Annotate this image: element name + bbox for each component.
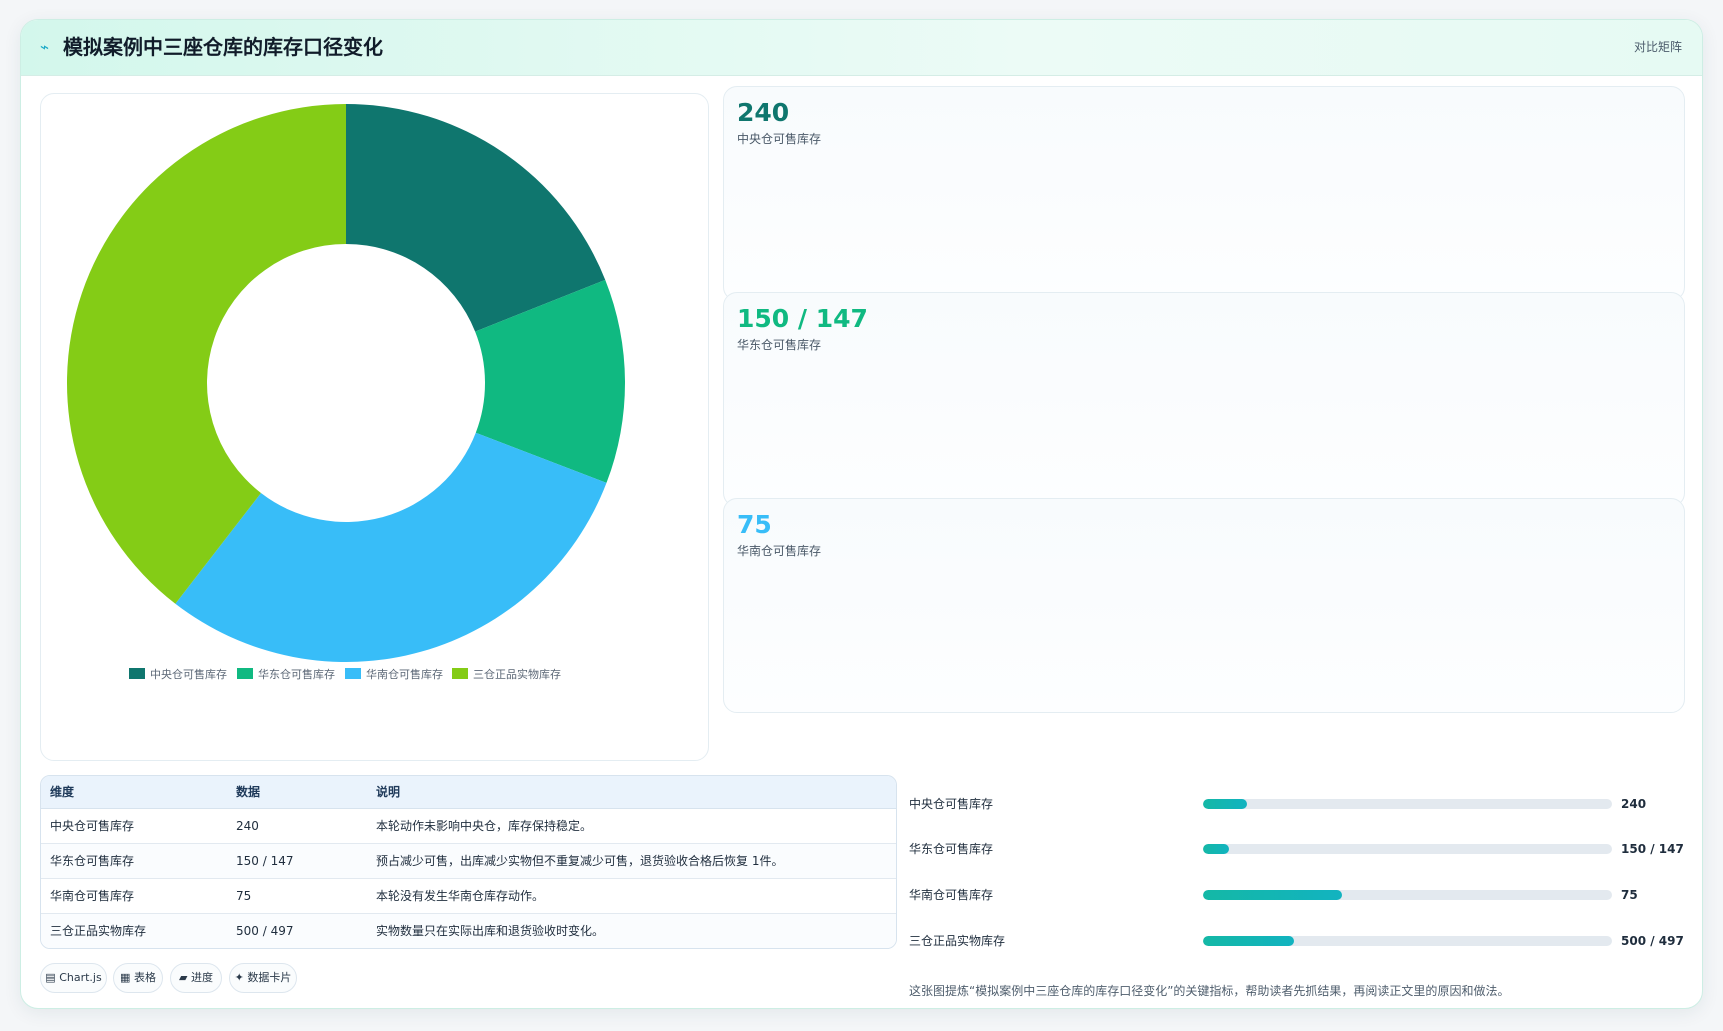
progress-track: [1203, 936, 1612, 946]
doughnut-slice[interactable]: [475, 279, 625, 483]
doughnut-slice[interactable]: [66, 104, 346, 604]
table-cell: 75: [227, 878, 367, 914]
progress-row: 华东仓可售库存 150 / 147: [909, 839, 1699, 859]
kpi-card-central: 240 中央仓可售库存: [723, 86, 1685, 301]
progress-row: 中央仓可售库存 240: [909, 794, 1699, 814]
table-row: 华南仓可售库存 75 本轮没有发生华南仓库存动作。: [41, 878, 896, 914]
legend-swatch: [345, 668, 361, 679]
view-mode-badge: 对比矩阵: [1633, 40, 1682, 54]
data-table: 维度 数据 说明 中央仓可售库存 240 本轮动作未影响中央仓，库存保持稳定。 …: [40, 775, 897, 949]
legend-item[interactable]: 中央仓可售库存: [129, 667, 227, 681]
tag-label: 表格: [133, 971, 156, 984]
progress-fill: [1203, 844, 1229, 854]
progress-fill: [1203, 890, 1343, 900]
table-icon: ▦: [120, 971, 131, 984]
legend-item[interactable]: 三仓正品实物库存: [452, 667, 561, 681]
legend-label: 华南仓可售库存: [366, 667, 443, 681]
legend-swatch: [129, 668, 145, 679]
legend-item[interactable]: 华南仓可售库存: [345, 667, 443, 681]
tag-label: 数据卡片: [247, 971, 292, 984]
tag-label: Chart.js: [59, 971, 102, 984]
table-header-row: 维度 数据 说明: [41, 776, 896, 809]
tag-progress[interactable]: ▰ 进度: [170, 963, 222, 993]
progress-fill: [1203, 936, 1294, 946]
column-header: 说明: [367, 776, 896, 809]
progress-label: 三仓正品实物库存: [909, 934, 1006, 948]
progress-icon: ▰: [179, 971, 188, 984]
kpi-label: 华东仓可售库存: [737, 338, 822, 352]
kpi-value: 75: [737, 510, 772, 539]
progress-label: 华东仓可售库存: [909, 842, 994, 856]
table-cell: 本轮动作未影响中央仓，库存保持稳定。: [367, 808, 896, 844]
chart-icon: ▤: [45, 971, 56, 984]
doughnut-chart: 中央仓可售库存 华东仓可售库存 华南仓可售库存 三仓正品实物库存: [66, 104, 625, 681]
kpi-label: 中央仓可售库存: [737, 132, 822, 146]
tag-table[interactable]: ▦ 表格: [113, 963, 163, 993]
legend-label: 三仓正品实物库存: [473, 667, 561, 681]
doughnut-slice[interactable]: [346, 104, 606, 332]
table-row: 三仓正品实物库存 500 / 497 实物数量只在实际出库和退货验收时变化。: [41, 913, 896, 948]
legend-item[interactable]: 华东仓可售库存: [237, 667, 335, 681]
legend-label: 中央仓可售库存: [150, 667, 227, 681]
kpi-card-south: 75 华南仓可售库存: [723, 498, 1685, 713]
table-row: 中央仓可售库存 240 本轮动作未影响中央仓，库存保持稳定。: [41, 808, 896, 844]
tag-chartjs[interactable]: ▤ Chart.js: [40, 963, 107, 993]
sparkle-icon: ✦: [234, 971, 244, 984]
table-cell: 500 / 497: [227, 913, 367, 948]
kpi-label: 华南仓可售库存: [737, 544, 822, 558]
kpi-value: 240: [737, 98, 790, 127]
progress-value: 500 / 497: [1621, 934, 1684, 948]
column-header: 维度: [41, 776, 227, 809]
progress-track: [1203, 844, 1612, 854]
progress-track: [1203, 890, 1612, 900]
tag-label: 进度: [190, 971, 213, 984]
legend-swatch: [452, 668, 468, 679]
progress-row: 三仓正品实物库存 500 / 497: [909, 931, 1699, 951]
table-cell: 预占减少可售，出库减少实物但不重复减少可售，退货验收合格后恢复 1件。: [367, 843, 896, 879]
table-cell: 华东仓可售库存: [41, 843, 227, 879]
table-cell: 150 / 147: [227, 843, 367, 879]
progress-value: 150 / 147: [1621, 842, 1684, 856]
progress-label: 华南仓可售库存: [909, 888, 994, 902]
doughnut-chart-panel: 中央仓可售库存 华东仓可售库存 华南仓可售库存 三仓正品实物库存: [40, 93, 709, 761]
progress-track: [1203, 799, 1612, 809]
progress-label: 中央仓可售库存: [909, 797, 994, 811]
tag-data-card[interactable]: ✦ 数据卡片: [229, 963, 297, 993]
table-cell: 三仓正品实物库存: [41, 913, 227, 948]
table-cell: 实物数量只在实际出库和退货验收时变化。: [367, 913, 896, 948]
doughnut-slice[interactable]: [175, 432, 607, 662]
kpi-value: 150 / 147: [737, 304, 868, 333]
kpi-card-east: 150 / 147 华东仓可售库存: [723, 292, 1685, 507]
progress-row: 华南仓可售库存 75: [909, 885, 1699, 905]
card-header: ⌁ 模拟案例中三座仓库的库存口径变化 对比矩阵: [21, 20, 1702, 76]
legend-swatch: [237, 668, 253, 679]
table-cell: 本轮没有发生华南仓库存动作。: [367, 878, 896, 914]
column-header: 数据: [227, 776, 367, 809]
chart-line-icon: ⌁: [40, 38, 50, 56]
table-row: 华东仓可售库存 150 / 147 预占减少可售，出库减少实物但不重复减少可售，…: [41, 843, 896, 879]
table-cell: 华南仓可售库存: [41, 878, 227, 914]
page-title: 模拟案例中三座仓库的库存口径变化: [63, 35, 383, 59]
legend-label: 华东仓可售库存: [258, 667, 335, 681]
table-cell: 中央仓可售库存: [41, 808, 227, 844]
progress-value: 240: [1621, 797, 1647, 811]
progress-fill: [1203, 799, 1247, 809]
table-cell: 240: [227, 808, 367, 844]
dashboard-card: ⌁ 模拟案例中三座仓库的库存口径变化 对比矩阵 中央仓可售库存 华东仓可售库存 华南…: [20, 19, 1703, 1009]
chart-caption: 这张图提炼“模拟案例中三座仓库的库存口径变化”的关键指标，帮助读者先抓结果，再阅…: [909, 984, 1510, 998]
progress-value: 75: [1621, 888, 1638, 902]
